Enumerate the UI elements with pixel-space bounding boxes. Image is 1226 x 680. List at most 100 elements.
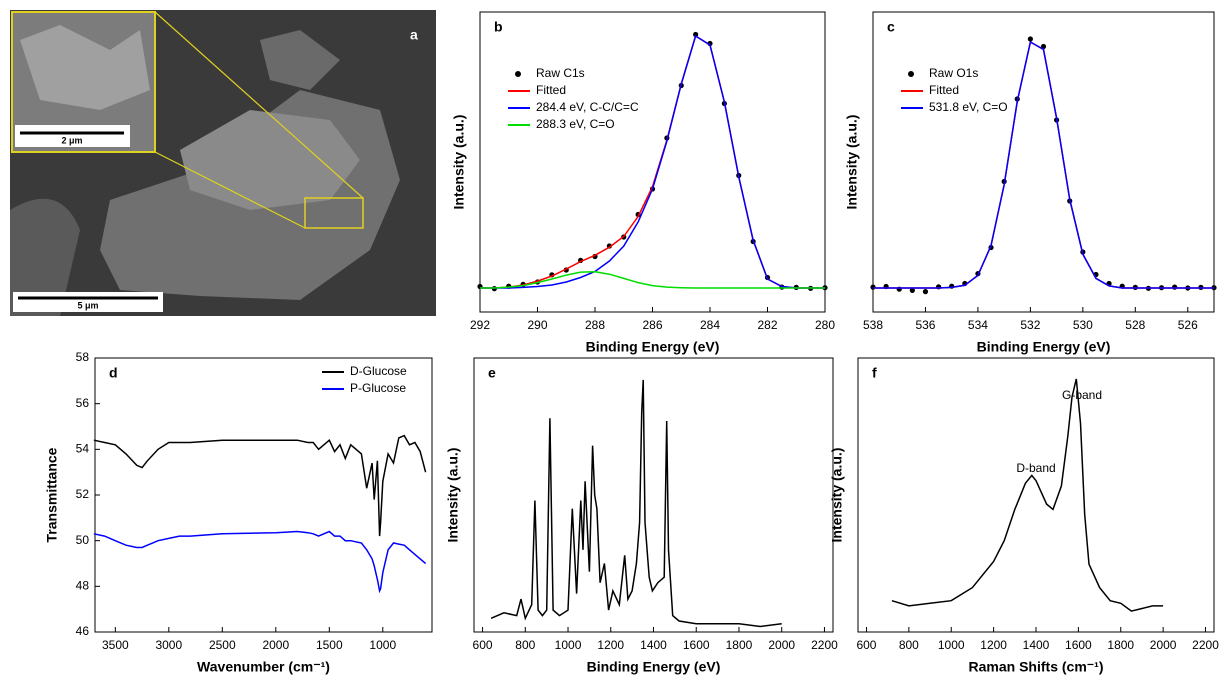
y-tick-label: 54 — [76, 442, 90, 456]
inset-scale-label: 2 μm — [61, 135, 82, 145]
x-tick-label: 1800 — [726, 638, 753, 652]
x-tick-label: 530 — [1073, 318, 1093, 332]
x-tick-label: 3500 — [102, 638, 129, 652]
y-tick-label: 50 — [76, 533, 90, 547]
x-tick-label: 800 — [515, 638, 535, 652]
legend-label: 284.4 eV, C-C/C=C — [536, 100, 639, 114]
panel-label: b — [494, 19, 503, 35]
inset-texture — [20, 25, 150, 110]
panel-label: d — [109, 365, 118, 381]
scale-label: 5 μm — [77, 300, 98, 310]
data-point — [1027, 36, 1033, 42]
data-point — [693, 31, 699, 38]
plot-frame — [872, 11, 1215, 313]
zoom-line — [154, 151, 306, 229]
data-point — [922, 289, 929, 295]
y-tick-label: 56 — [76, 396, 90, 410]
x-axis-label: Raman Shifts (cm⁻¹) — [969, 659, 1104, 675]
panel: b 292 290 288 286 284 282 280 Binding Energy (eV… — [451, 11, 835, 355]
x-tick-label: 2200 — [811, 638, 838, 652]
x-tick-label: 526 — [1178, 318, 1198, 332]
data-line — [891, 378, 1164, 612]
x-tick-label: 536 — [915, 318, 935, 332]
data-point — [1040, 43, 1047, 50]
legend-marker — [515, 71, 521, 77]
x-tick-label: 1600 — [683, 638, 710, 652]
panel: f 600 800 1000 1200 1400 1600 1800 2000 2200 Raman… — [829, 357, 1219, 675]
data-point — [909, 287, 915, 293]
inset-scale-box — [15, 125, 130, 147]
x-tick-label: 1600 — [1065, 638, 1092, 652]
x-axis-label: Binding Energy (eV) — [977, 339, 1111, 355]
y-tick-label: 52 — [76, 487, 90, 501]
panel-label: e — [488, 365, 496, 381]
data-line — [480, 34, 825, 289]
x-axis-label: Binding Energy (eV) — [586, 339, 720, 355]
legend-marker — [908, 71, 914, 77]
panel: d 3500 3000 2500 2000 1500 1000 46 48 50 52 54 56 58 W… — [44, 350, 433, 675]
sem-texture — [10, 198, 80, 316]
data-line — [490, 379, 782, 628]
y-tick-label: 46 — [76, 624, 90, 638]
x-tick-label: 538 — [863, 318, 883, 332]
x-tick-label: 534 — [968, 318, 988, 332]
x-tick-label: 1400 — [640, 638, 667, 652]
x-tick-label: 290 — [527, 318, 547, 332]
x-tick-label: 532 — [1020, 318, 1040, 332]
legend-label: Fitted — [929, 83, 959, 97]
x-tick-label: 600 — [856, 638, 876, 652]
data-line — [873, 40, 1214, 289]
x-axis-label: Wavenumber (cm⁻¹) — [197, 659, 330, 675]
y-axis-label: Intensity (a.u.) — [829, 448, 845, 543]
y-axis-label: Transmittance — [44, 447, 60, 542]
x-tick-label: 1000 — [555, 638, 582, 652]
y-tick-label: 48 — [76, 579, 90, 593]
panel: c 538 536 534 532 530 528 526 Binding Energy (eV… — [844, 11, 1217, 355]
x-tick-label: 1000 — [369, 638, 396, 652]
x-tick-label: 286 — [642, 318, 662, 332]
legend-label: 531.8 eV, C=O — [929, 100, 1008, 114]
data-line — [93, 530, 427, 594]
x-tick-label: 282 — [757, 318, 777, 332]
x-tick-label: 1200 — [597, 638, 624, 652]
legend-label: D-Glucose — [350, 364, 407, 378]
annotation: D-band — [1016, 461, 1055, 475]
legend-label: Fitted — [536, 83, 566, 97]
y-tick-label: 58 — [76, 350, 90, 364]
x-tick-label: 2000 — [1150, 638, 1177, 652]
x-tick-label: 2500 — [209, 638, 236, 652]
annotation: G-band — [1062, 388, 1102, 402]
x-tick-label: 600 — [473, 638, 493, 652]
legend-label: Raw O1s — [929, 66, 978, 80]
panel-label: a — [410, 27, 418, 43]
x-tick-label: 1200 — [980, 638, 1007, 652]
x-tick-label: 1800 — [1107, 638, 1134, 652]
y-axis-label: Intensity (a.u.) — [844, 115, 860, 210]
y-axis-label: Intensity (a.u.) — [451, 115, 467, 210]
legend-label: P-Glucose — [350, 381, 406, 395]
data-point — [1172, 284, 1178, 290]
plot-frame — [479, 11, 826, 313]
x-tick-label: 292 — [470, 318, 490, 332]
x-tick-label: 1500 — [316, 638, 343, 652]
x-tick-label: 2000 — [262, 638, 289, 652]
x-tick-label: 800 — [899, 638, 919, 652]
data-line — [873, 40, 1214, 289]
x-tick-label: 2000 — [768, 638, 795, 652]
x-tick-label: 528 — [1125, 318, 1145, 332]
data-point — [870, 284, 876, 290]
legend-label: 288.3 eV, C=O — [536, 117, 615, 131]
x-tick-label: 1400 — [1023, 638, 1050, 652]
zoom-line — [154, 11, 364, 199]
legend-label: Raw C1s — [536, 66, 585, 80]
x-tick-label: 284 — [700, 318, 720, 332]
panel-label: c — [887, 19, 895, 35]
sem-particle — [180, 110, 360, 210]
data-line — [480, 34, 825, 289]
panel: e 600 800 1000 1200 1400 1600 1800 2000 2200 Bindi… — [445, 357, 838, 675]
x-axis-label: Binding Energy (eV) — [587, 659, 721, 675]
plot-frame — [857, 357, 1215, 633]
zoom-box — [304, 197, 364, 229]
